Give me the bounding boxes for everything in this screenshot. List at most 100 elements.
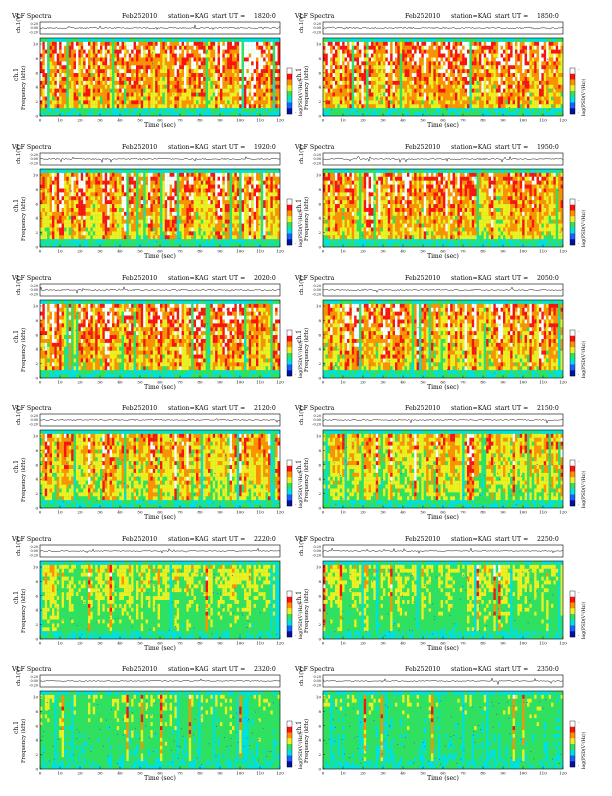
- panel-header-station: station=KAG: [168, 144, 209, 151]
- spectrogram-cell: [505, 77, 507, 81]
- colorbar-label: log(PSD(V²/Hz)): [297, 78, 304, 116]
- spectrogram-cell: [124, 204, 126, 208]
- spectrogram-cell: [45, 231, 47, 235]
- spectrogram-cell: [393, 54, 395, 58]
- spectrogram-cell: [136, 77, 138, 81]
- spectrogram-cell: [74, 243, 76, 247]
- spectrogram-cell: [69, 181, 71, 185]
- spectrogram-speck: [147, 67, 148, 68]
- spectrogram-cell: [405, 104, 407, 108]
- spectrogram-cell: [472, 46, 474, 50]
- spectrogram-cell: [501, 65, 503, 69]
- spectrogram-cell: [167, 77, 169, 81]
- spectrogram-cell: [345, 85, 347, 89]
- spectrogram-cell: [107, 38, 109, 42]
- spectrogram-cell: [136, 58, 138, 62]
- spectrogram-cell: [102, 46, 104, 50]
- spectrogram-cell: [424, 65, 426, 69]
- spectrogram-cell: [424, 42, 426, 46]
- spectrogram-cell: [129, 231, 131, 235]
- spectrogram-cell: [448, 54, 450, 58]
- spectrogram-cell: [86, 181, 88, 185]
- spectrogram-cell: [558, 61, 560, 65]
- spectrogram-cell: [424, 100, 426, 104]
- spectrogram-cell: [354, 93, 356, 97]
- spectrogram-cell: [102, 42, 104, 46]
- spectrogram-cell: [361, 104, 363, 108]
- spectrogram-cell: [357, 50, 359, 54]
- spectrogram-cell: [218, 100, 220, 104]
- spectrogram-cell: [105, 235, 107, 239]
- spectrogram-cell: [81, 100, 83, 104]
- spectrogram-cell: [270, 38, 272, 42]
- spectrogram-cell: [397, 93, 399, 97]
- spectrogram-cell: [472, 97, 474, 101]
- spectrogram-cell: [98, 42, 100, 46]
- spectrogram-cell: [457, 50, 459, 54]
- spectrogram-cell: [525, 100, 527, 104]
- spectrogram-cell: [335, 97, 337, 101]
- spectrogram-cell: [100, 169, 102, 173]
- spectrogram-cell: [441, 69, 443, 73]
- spectrogram-cell: [59, 58, 61, 62]
- spectrogram-cell: [57, 181, 59, 185]
- spectrogram-cell: [453, 58, 455, 62]
- spectrogram-cell: [501, 112, 503, 116]
- spectrogram-cell: [158, 61, 160, 65]
- spectrogram-cell: [484, 61, 486, 65]
- spectrogram-cell: [227, 100, 229, 104]
- spectrogram-cell: [347, 50, 349, 54]
- spectrogram-cell: [230, 81, 232, 85]
- spectrogram-cell: [122, 173, 124, 177]
- spectrogram-cell: [102, 220, 104, 224]
- spectrogram-cell: [105, 243, 107, 247]
- spectrogram-cell: [98, 69, 100, 73]
- spectrogram-cell: [155, 81, 157, 85]
- spectrogram-cell: [110, 228, 112, 232]
- spectrogram-cell: [400, 61, 402, 65]
- spectrogram-cell: [196, 46, 198, 50]
- spectrogram-cell: [323, 100, 325, 104]
- spectrogram-cell: [126, 85, 128, 89]
- spectrogram-cell: [45, 212, 47, 216]
- spectrogram-cell: [333, 112, 335, 116]
- spectrogram-cell: [412, 42, 414, 46]
- spectrogram-cell: [551, 69, 553, 73]
- spectrogram-cell: [69, 173, 71, 177]
- spectrogram-cell: [369, 61, 371, 65]
- spectrogram-cell: [429, 85, 431, 89]
- spectrogram-cell: [402, 46, 404, 50]
- spectrogram-cell: [93, 42, 95, 46]
- spectrogram-cell: [266, 46, 268, 50]
- spectrogram-cell: [508, 108, 510, 112]
- spectrogram-cell: [83, 189, 85, 193]
- spectrogram-cell: [83, 85, 85, 89]
- spectrogram-cell: [69, 73, 71, 77]
- spectrogram-cell: [124, 169, 126, 173]
- spectrogram-cell: [371, 69, 373, 73]
- spectrogram-cell: [270, 89, 272, 93]
- spectrogram-speck: [206, 54, 207, 55]
- spectrogram-cell: [275, 100, 277, 104]
- spectrogram-cell: [191, 97, 193, 101]
- spectrogram-cell: [114, 204, 116, 208]
- spectrogram-cell: [222, 38, 224, 42]
- spectrogram-cell: [88, 65, 90, 69]
- spectrogram-cell: [90, 196, 92, 200]
- spectrogram-cell: [153, 42, 155, 46]
- spectrogram-cell: [505, 108, 507, 112]
- spectrogram-cell: [505, 61, 507, 65]
- spectrogram-cell: [417, 73, 419, 77]
- spectrogram-cell: [42, 224, 44, 228]
- spectrogram-cell: [66, 69, 68, 73]
- spectrogram-cell: [146, 65, 148, 69]
- spectrogram-cell: [361, 42, 363, 46]
- spectrogram-cell: [220, 89, 222, 93]
- spectrogram-cell: [453, 81, 455, 85]
- spectrogram-cell: [323, 97, 325, 101]
- spectrogram-cell: [100, 200, 102, 204]
- spectrogram-cell: [47, 58, 49, 62]
- spectrogram-cell: [90, 231, 92, 235]
- spectrogram-cell: [539, 100, 541, 104]
- spectrogram-cell: [107, 46, 109, 50]
